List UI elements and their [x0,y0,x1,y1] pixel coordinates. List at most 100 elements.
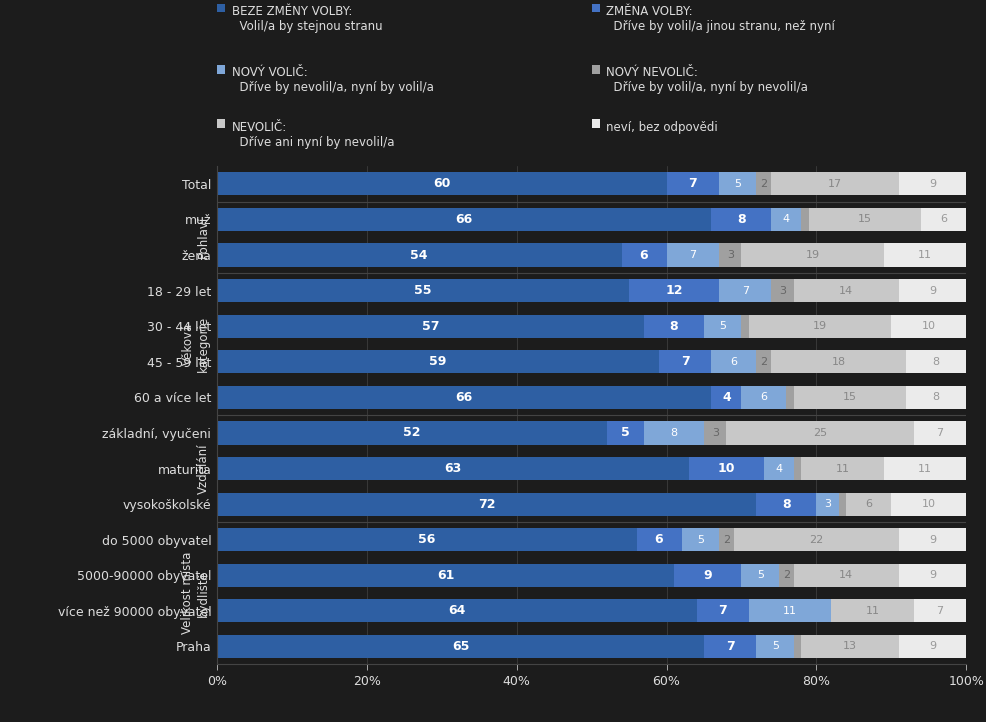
Text: 11: 11 [918,250,932,260]
Text: 2: 2 [760,179,767,189]
Bar [899,279,966,303]
Bar [217,279,629,303]
Bar [756,173,771,196]
Bar [712,208,771,231]
Text: 7: 7 [741,286,748,295]
Text: 2: 2 [723,535,730,544]
Text: BEZE ZMĚNY VOLBY:
  Volil/a by stejnou stranu: BEZE ZMĚNY VOLBY: Volil/a by stejnou str… [232,5,383,33]
Bar [719,173,756,196]
Text: 6: 6 [866,499,873,509]
Bar [674,564,741,587]
Text: 4: 4 [722,391,731,404]
Text: 60: 60 [433,178,451,191]
Text: neví, bez odpovědi: neví, bez odpovědi [606,121,718,134]
Text: 6: 6 [655,533,664,547]
Text: 11: 11 [783,606,797,616]
Bar [606,422,644,445]
Bar [217,492,756,516]
Bar [794,457,802,480]
Text: 4: 4 [783,214,790,225]
Text: 66: 66 [456,391,473,404]
Bar [756,635,794,658]
Bar [802,208,809,231]
Bar [906,386,966,409]
Text: 8: 8 [669,320,678,333]
Bar [921,208,966,231]
Bar [899,528,966,552]
Bar [689,457,764,480]
Text: 7: 7 [726,640,735,653]
Text: 3: 3 [727,250,734,260]
Text: 8: 8 [933,357,940,367]
Text: 5: 5 [719,321,727,331]
Text: 2: 2 [783,570,790,580]
Bar [771,279,794,303]
Bar [741,243,883,266]
Bar [719,243,741,266]
Bar [741,564,779,587]
Text: 6: 6 [760,392,767,402]
Text: 12: 12 [666,284,682,297]
Bar [891,492,966,516]
Text: 5: 5 [756,570,764,580]
Text: 9: 9 [929,286,936,295]
Text: 9: 9 [929,535,936,544]
Text: 11: 11 [866,606,880,616]
Bar [704,422,727,445]
Bar [704,315,741,338]
Text: 18: 18 [832,357,846,367]
Bar [787,386,794,409]
Bar [794,279,899,303]
Text: 9: 9 [929,641,936,651]
Bar [712,350,756,373]
Text: 55: 55 [414,284,432,297]
Text: 10: 10 [718,462,736,475]
Bar [794,564,899,587]
Text: 6: 6 [640,248,649,261]
Bar [659,350,712,373]
Text: 15: 15 [858,214,872,225]
Text: 17: 17 [828,179,842,189]
Text: 8: 8 [933,392,940,402]
Bar [899,635,966,658]
Text: 5: 5 [621,427,630,440]
Text: ZMĚNA VOLBY:
  Dříve by volil/a jinou stranu, než nyní: ZMĚNA VOLBY: Dříve by volil/a jinou stra… [606,5,835,33]
Text: 13: 13 [843,641,857,651]
Bar [741,386,787,409]
Bar [899,173,966,196]
Text: 5: 5 [735,179,741,189]
Text: 5: 5 [697,535,704,544]
Text: 52: 52 [403,427,420,440]
Bar [217,386,712,409]
Text: 6: 6 [731,357,738,367]
Bar [704,635,756,658]
Text: NOVÝ NEVOLIČ:
  Dříve by volil/a, nyní by nevolil/a: NOVÝ NEVOLIČ: Dříve by volil/a, nyní by … [606,66,809,95]
Bar [816,492,839,516]
Text: 7: 7 [689,250,696,260]
Bar [719,528,734,552]
Bar [644,315,704,338]
Bar [749,599,831,622]
Text: 5: 5 [772,641,779,651]
Text: 2: 2 [760,357,767,367]
Text: 3: 3 [779,286,786,295]
Text: 63: 63 [445,462,461,475]
Bar [629,279,719,303]
Text: Věková
kategorie: Věková kategorie [181,316,209,372]
Text: NEVOLIČ:
  Dříve ani nyní by nevolil/a: NEVOLIČ: Dříve ani nyní by nevolil/a [232,121,394,149]
Bar [734,528,899,552]
Text: 9: 9 [929,570,936,580]
Text: 7: 7 [719,604,727,617]
Text: 19: 19 [813,321,827,331]
Bar [741,315,749,338]
Bar [217,599,696,622]
Text: 10: 10 [922,499,936,509]
Bar [794,386,906,409]
Bar [217,350,659,373]
Text: 4: 4 [775,464,783,474]
Bar [719,279,771,303]
Text: 72: 72 [478,497,495,510]
Bar [217,457,689,480]
Text: 15: 15 [843,392,857,402]
Bar [644,422,704,445]
